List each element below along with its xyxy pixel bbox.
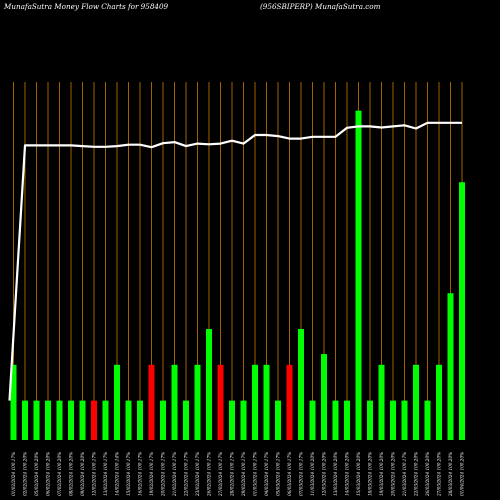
x-tick-label: 01/02/2024 100.17%	[11, 452, 16, 496]
x-tick-label: 22/03/2024 100.20%	[414, 452, 419, 497]
x-tick-label: 27/03/2024 100.20%	[437, 452, 442, 497]
x-tick-label: 07/03/2024 100.17%	[299, 452, 304, 496]
volume-bar	[114, 364, 120, 440]
volume-bar	[367, 400, 373, 440]
x-tick-label: 19/03/2024 100.20%	[379, 452, 384, 496]
x-tick-label: 13/03/2024 100.20%	[333, 452, 338, 496]
x-tick-labels: 01/02/2024 100.17% 02/02/2024 100.20% 05/0…	[11, 452, 465, 497]
x-tick-label: 19/02/2024 100.17%	[149, 452, 154, 496]
x-tick-label: 15/02/2024 100.17%	[126, 452, 131, 496]
volume-bar	[401, 400, 408, 440]
volume-bar	[252, 364, 258, 440]
volume-bar	[217, 364, 224, 440]
volume-bar	[344, 400, 350, 440]
x-tick-label: 22/02/2024 100.17%	[184, 452, 189, 497]
volume-bar	[447, 293, 454, 440]
x-tick-label: 26/03/2024 100.20%	[425, 452, 430, 497]
volume-bar	[194, 364, 201, 440]
x-tick-label: 18/03/2024 100.20%	[368, 452, 373, 496]
x-tick-label: 29/02/2024 100.17%	[241, 452, 246, 497]
x-tick-label: 11/03/2024 100.20%	[310, 452, 315, 496]
volume-bar	[459, 182, 465, 441]
x-tick-label: 14/02/2024 100.14%	[115, 452, 120, 496]
grid-lines	[13, 82, 463, 440]
x-tick-label: 05/03/2024 100.17%	[276, 452, 281, 496]
money-flow-line	[8, 121, 462, 401]
volume-bar	[10, 364, 17, 440]
x-tick-label: 12/02/2024 100.17%	[92, 452, 97, 496]
x-tick-label: 08/02/2024 100.20%	[69, 452, 74, 496]
x-tick-label: 14/03/2024 100.20%	[345, 452, 350, 496]
volume-bar	[160, 400, 166, 440]
chart-title-left: MunafaSutra Money Flow Charts for 958409	[4, 2, 169, 11]
volume-bar	[240, 400, 247, 440]
x-tick-label: 28/03/2024 100.20%	[448, 452, 453, 497]
x-tick-label: 26/02/2024 100.17%	[207, 452, 212, 497]
volume-bar	[332, 400, 339, 440]
volume-bar	[298, 329, 304, 440]
x-tick-label: 01/04/2024 100.20%	[460, 452, 465, 496]
volume-bar	[171, 364, 178, 440]
volume-bar	[148, 364, 155, 440]
volume-bar	[137, 400, 143, 440]
volume-bar	[390, 400, 396, 440]
x-tick-label: 09/02/2024 100.20%	[80, 452, 85, 496]
volume-bars	[10, 110, 465, 441]
x-tick-label: 07/02/2024 100.20%	[57, 452, 62, 496]
x-tick-label: 12/03/2024 100.20%	[322, 452, 327, 496]
chart-title-right: (956SBIPERP) MunafaSutra.com	[260, 2, 381, 11]
x-tick-label: 01/03/2024 100.17%	[253, 452, 258, 496]
volume-bar	[413, 364, 419, 440]
x-tick-label: 15/03/2024 100.20%	[356, 452, 361, 496]
volume-bar	[45, 400, 51, 440]
volume-bar	[286, 364, 293, 440]
volume-bar	[309, 400, 316, 440]
volume-bar	[22, 400, 28, 440]
x-tick-label: 20/03/2024 100.20%	[391, 452, 396, 497]
x-tick-label: 21/03/2024 100.17%	[402, 452, 407, 497]
x-tick-label: 02/02/2024 100.20%	[23, 452, 28, 496]
x-tick-label: 23/02/2024 100.17%	[195, 452, 200, 497]
volume-bar	[229, 400, 235, 440]
volume-bar	[436, 364, 442, 440]
x-tick-label: 21/02/2024 100.17%	[172, 452, 177, 497]
volume-bar	[183, 400, 189, 440]
volume-bar	[275, 400, 281, 440]
volume-bar	[424, 400, 431, 440]
x-tick-label: 27/02/2024 100.17%	[218, 452, 223, 497]
volume-bar	[321, 354, 327, 440]
x-tick-label: 06/02/2024 100.20%	[46, 452, 51, 496]
volume-bar	[206, 329, 212, 440]
x-tick-label: 16/02/2024 100.17%	[138, 452, 143, 496]
volume-bar	[91, 400, 97, 440]
x-tick-label: 05/02/2024 100.20%	[34, 452, 39, 496]
money-flow-line-layer	[8, 121, 462, 401]
volume-bar	[378, 364, 385, 440]
volume-bar	[263, 364, 270, 440]
volume-bar	[355, 110, 362, 440]
volume-bar	[68, 400, 74, 440]
volume-bar	[56, 400, 63, 440]
x-tick-label: 13/02/2024 100.17%	[103, 452, 108, 496]
volume-bar	[102, 400, 109, 440]
volume-bar	[79, 400, 86, 440]
volume-bar	[33, 400, 40, 440]
x-tick-label: 04/03/2024 100.17%	[264, 452, 269, 496]
x-tick-label: 06/03/2024 100.17%	[287, 452, 292, 496]
volume-bar	[125, 400, 132, 440]
x-tick-label: 20/02/2024 100.17%	[161, 452, 166, 497]
x-tick-label: 28/02/2024 100.17%	[230, 452, 235, 497]
